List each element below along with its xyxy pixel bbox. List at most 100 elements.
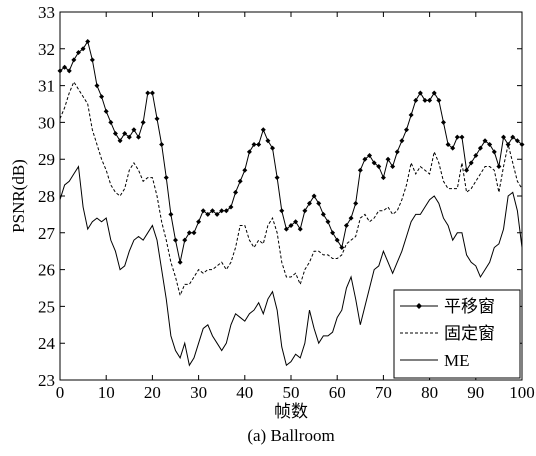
point: [288, 222, 294, 228]
point: [223, 208, 229, 214]
point: [413, 97, 419, 103]
x-tick-label: 80: [421, 383, 438, 402]
x-tick-label: 20: [144, 383, 161, 402]
point: [330, 230, 336, 236]
point: [380, 175, 386, 181]
point: [510, 134, 516, 140]
y-tick-label: 27: [38, 224, 56, 243]
point: [200, 208, 206, 214]
legend-label: 平移窗: [444, 297, 495, 316]
point: [404, 127, 409, 133]
point: [487, 141, 493, 147]
point: [422, 97, 428, 103]
point: [126, 134, 132, 140]
point: [362, 156, 368, 162]
point: [186, 230, 192, 236]
plot-frame: [59, 11, 523, 381]
point: [103, 108, 109, 114]
point: [376, 164, 382, 170]
point: [399, 138, 405, 144]
point: [66, 68, 72, 74]
point: [450, 145, 456, 151]
point: [168, 211, 174, 217]
point: [519, 141, 525, 147]
point: [163, 175, 169, 181]
point: [260, 127, 266, 133]
point: [334, 237, 340, 243]
x-axis-label: 帧数: [274, 402, 308, 421]
point: [191, 230, 197, 236]
y-tick-label: 30: [38, 113, 55, 132]
y-tick-label: 29: [38, 150, 55, 169]
point: [94, 83, 100, 89]
point: [306, 200, 312, 206]
point: [491, 149, 497, 155]
point: [62, 64, 68, 70]
point: [436, 97, 442, 103]
point: [473, 153, 479, 159]
point: [214, 211, 220, 217]
point: [440, 119, 446, 125]
y-tick-label: 31: [38, 77, 55, 96]
point: [117, 138, 123, 144]
x-tick-label: 40: [236, 383, 253, 402]
legend-label: 固定窗: [444, 324, 495, 343]
point: [136, 134, 142, 140]
point: [177, 259, 183, 265]
point: [320, 211, 326, 217]
point: [279, 208, 285, 214]
y-tick-label: 33: [38, 3, 55, 22]
y-tick-label: 23: [38, 371, 55, 390]
legend-label: ME: [444, 351, 470, 370]
point: [145, 90, 151, 96]
point: [233, 189, 239, 195]
point: [390, 164, 396, 170]
point: [89, 57, 95, 63]
point: [75, 49, 81, 55]
point: [353, 200, 359, 206]
point: [297, 226, 303, 232]
y-tick-label: 32: [38, 40, 55, 59]
point: [57, 68, 63, 74]
point: [343, 222, 349, 228]
point: [219, 208, 225, 214]
legend-marker: [416, 303, 422, 309]
x-tick-label: 100: [509, 383, 535, 402]
point: [265, 138, 271, 144]
point: [209, 208, 215, 214]
series-line: [59, 40, 523, 263]
series-line: [59, 80, 523, 297]
x-tick-label: 50: [283, 383, 300, 402]
point: [325, 219, 331, 225]
point: [85, 38, 91, 44]
point: [417, 90, 423, 96]
point: [501, 134, 507, 140]
point: [246, 149, 252, 155]
point: [459, 134, 465, 140]
y-tick-label: 28: [38, 187, 55, 206]
point: [464, 167, 470, 173]
point: [196, 219, 202, 225]
y-axis-label: PSNR(dB): [9, 159, 28, 233]
point: [339, 245, 345, 251]
point: [427, 97, 433, 103]
point: [477, 145, 483, 151]
point: [445, 141, 451, 147]
point: [367, 153, 373, 159]
point: [122, 130, 128, 136]
x-tick-label: 10: [98, 383, 115, 402]
point: [302, 208, 308, 214]
point: [348, 215, 354, 221]
x-tick-label: 60: [329, 383, 346, 402]
caption: (a) Ballroom: [247, 426, 334, 445]
point: [482, 138, 488, 144]
point: [293, 219, 299, 225]
y-tick-label: 26: [38, 261, 55, 280]
x-tick-label: 0: [56, 383, 65, 402]
point: [454, 134, 460, 140]
point: [159, 141, 165, 147]
point: [357, 167, 363, 173]
point: [237, 178, 243, 184]
